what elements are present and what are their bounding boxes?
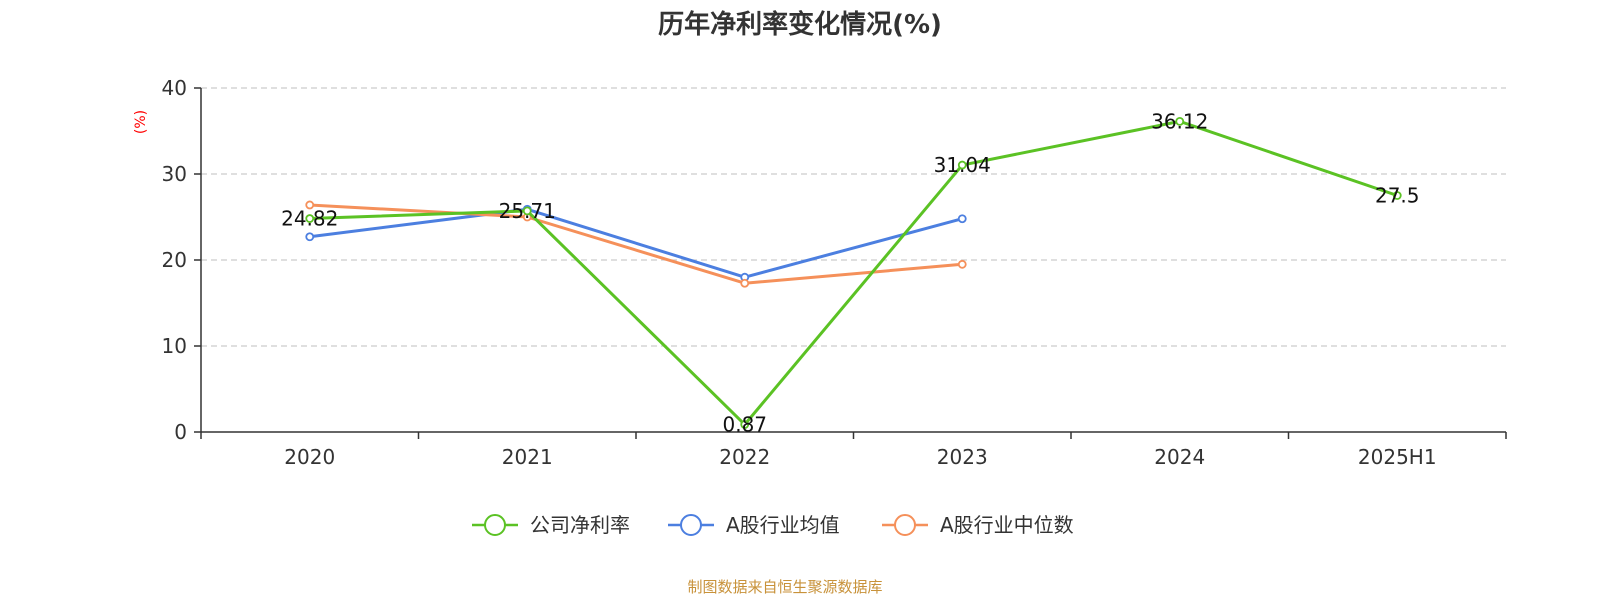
data-labels: 24.82 25.71 0.87 31.04 36.12 27.5 [281, 109, 1419, 436]
series-point [740, 278, 750, 288]
x-tick-label: 2025H1 [1358, 445, 1437, 469]
source-note: 制图数据来自恒生聚源数据库 [687, 578, 882, 596]
legend-label: A股行业均值 [726, 513, 840, 537]
series-lines [305, 116, 1402, 429]
data-label: 24.82 [281, 207, 338, 231]
legend-marker [484, 514, 506, 536]
x-tick-label: 2020 [284, 445, 335, 469]
x-tick-label: 2024 [1154, 445, 1205, 469]
data-label: 25.71 [499, 199, 556, 223]
series-point [740, 420, 750, 429]
legend-item[interactable]: 公司净利率 [472, 513, 630, 537]
chart-title: 历年净利率变化情况(%) [658, 9, 942, 40]
y-axis-label: (%) [133, 110, 149, 134]
data-label: 31.04 [934, 153, 991, 177]
series-point [305, 214, 315, 223]
x-tick-label: 2021 [502, 445, 553, 469]
data-label: 36.12 [1151, 109, 1208, 133]
legend-label: A股行业中位数 [940, 513, 1074, 537]
series-line [309, 203, 963, 285]
legend-marker [680, 514, 702, 536]
y-tick-label: 10 [162, 334, 187, 358]
legend-marker [894, 514, 916, 536]
series-point [305, 200, 315, 210]
legend-label: 公司净利率 [530, 513, 630, 537]
series-point [957, 160, 967, 170]
series-point [1175, 116, 1185, 126]
data-label: 0.87 [722, 413, 767, 437]
series-line [309, 207, 963, 279]
y-tick-label: 30 [162, 162, 187, 186]
y-tick-label: 0 [174, 420, 187, 444]
y-tick-label: 40 [162, 76, 187, 100]
series-point [957, 259, 967, 269]
legend-item[interactable]: A股行业均值 [668, 513, 840, 537]
series-point [957, 214, 967, 224]
axes: 0 10 20 30 40 2020 2021 2022 2023 2024 2025H1 [162, 76, 1507, 469]
x-tick-label: 2022 [719, 445, 770, 469]
series-point [305, 232, 315, 242]
data-label: 27.5 [1375, 184, 1420, 208]
x-tick-label: 2023 [937, 445, 988, 469]
series-point [522, 206, 532, 216]
legend-item[interactable]: A股行业中位数 [882, 513, 1074, 537]
series-point [1392, 191, 1402, 200]
grid-lines [201, 87, 1506, 347]
legend[interactable]: 公司净利率 A股行业均值 A股行业中位数 [472, 513, 1074, 537]
series-line [309, 119, 1398, 427]
y-tick-label: 20 [162, 248, 187, 272]
